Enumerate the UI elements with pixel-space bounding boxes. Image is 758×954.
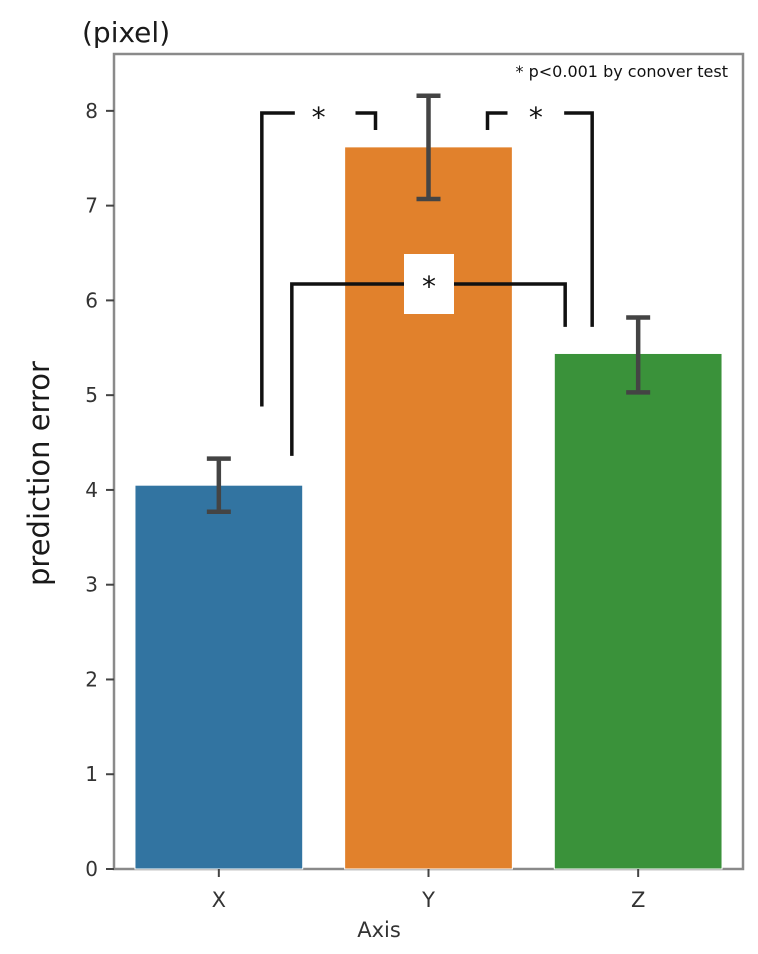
x-tick-label: Y: [421, 888, 435, 912]
significance-star: *: [312, 101, 326, 134]
bracket-y-z-left: [485, 111, 508, 130]
bracket-x-y-right: [355, 111, 378, 130]
bracket-y-z-right: [564, 111, 594, 327]
bar-z: [553, 352, 723, 870]
unit-label: (pixel): [82, 16, 171, 49]
y-tick-label: 4: [85, 478, 98, 502]
bracket-x-y-left: [260, 111, 295, 407]
significance-note: * p<0.001 by conover test: [515, 62, 728, 81]
significance-star: *: [529, 101, 543, 134]
x-tick-label: X: [212, 888, 226, 912]
y-tick-label: 1: [85, 762, 98, 786]
bar-x: [134, 484, 304, 870]
y-tick-label: 6: [85, 288, 98, 312]
y-tick-label: 0: [85, 857, 98, 881]
y-tick-label: 8: [85, 99, 98, 123]
y-tick-label: 7: [85, 194, 98, 218]
y-tick-label: 5: [85, 383, 98, 407]
x-axis-label: Axis: [357, 918, 401, 942]
y-tick-label: 2: [85, 667, 98, 691]
x-tick-label: Z: [631, 888, 645, 912]
y-tick-label: 3: [85, 573, 98, 597]
significance-star: *: [422, 270, 436, 303]
significance-box: [404, 254, 454, 314]
